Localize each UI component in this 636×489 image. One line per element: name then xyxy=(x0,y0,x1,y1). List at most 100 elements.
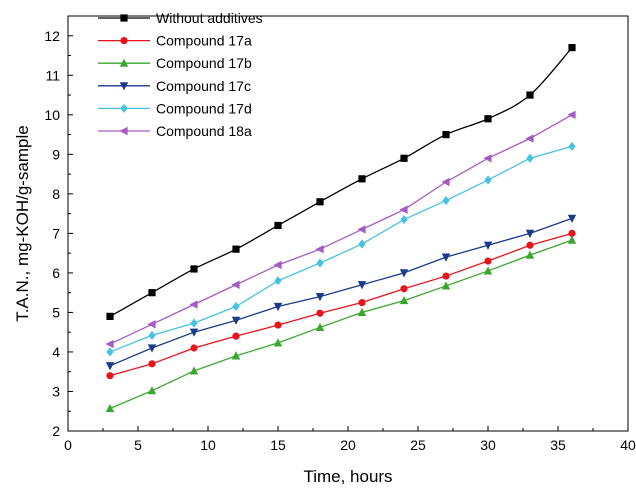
series-line xyxy=(109,232,573,377)
data-point xyxy=(442,195,450,206)
legend-label: Compound 18a xyxy=(156,123,252,139)
data-point xyxy=(274,221,282,230)
legend-marker xyxy=(119,126,128,136)
data-point xyxy=(483,154,492,163)
series-line xyxy=(109,114,573,345)
legend-marker xyxy=(119,82,129,91)
legend-marker xyxy=(119,58,129,67)
data-point xyxy=(273,260,282,270)
legend-marker xyxy=(120,37,128,45)
data-point xyxy=(399,205,408,214)
data-point xyxy=(148,360,156,368)
data-point xyxy=(106,372,114,380)
data-point xyxy=(484,115,492,123)
data-point xyxy=(484,175,492,185)
data-point xyxy=(316,309,324,317)
data-point xyxy=(190,265,198,273)
y-tick-label: 11 xyxy=(45,67,60,83)
x-axis-ticks: 0 5 10 15 20 25 30 35 40 xyxy=(64,426,636,453)
data-point xyxy=(232,332,240,340)
data-point xyxy=(568,229,576,237)
series-compound-17b xyxy=(105,235,577,413)
legend-item-without-additives: Without additives xyxy=(98,10,263,26)
y-tick-label: 8 xyxy=(52,186,60,202)
data-point xyxy=(231,316,241,325)
legend-item-compound-17b: Compound 17b xyxy=(98,55,252,71)
y-tick-label: 2 xyxy=(52,423,60,439)
legend-item-compound-18a: Compound 18a xyxy=(98,123,252,139)
series-compound-17d xyxy=(106,141,576,357)
x-tick-label: 25 xyxy=(410,437,426,453)
data-point xyxy=(525,250,535,259)
data-point xyxy=(147,344,157,353)
y-tick-label: 3 xyxy=(52,383,60,399)
data-point xyxy=(441,281,451,290)
data-point xyxy=(399,269,409,278)
data-point xyxy=(525,229,535,238)
data-point xyxy=(315,322,325,332)
legend-item-compound-17a: Compound 17a xyxy=(98,33,252,49)
data-point xyxy=(568,141,576,152)
data-point xyxy=(441,177,450,187)
x-tick-label: 15 xyxy=(270,437,286,453)
data-point xyxy=(484,257,492,265)
data-point xyxy=(274,276,282,286)
series-without-additives xyxy=(106,44,576,320)
data-point xyxy=(105,403,115,413)
series-line xyxy=(109,217,573,367)
data-point xyxy=(232,245,240,253)
x-tick-label: 30 xyxy=(480,437,496,453)
data-point xyxy=(190,318,198,328)
data-point xyxy=(148,330,156,340)
y-tick-label: 12 xyxy=(44,28,60,44)
plot-border xyxy=(67,15,629,432)
y-tick-label: 6 xyxy=(52,265,60,281)
data-point xyxy=(526,153,534,163)
data-point xyxy=(316,258,324,268)
data-point xyxy=(232,301,240,312)
series-line xyxy=(109,145,573,353)
legend-label: Compound 17b xyxy=(156,55,252,71)
legend-label: Without additives xyxy=(156,10,263,26)
legend-item-compound-17c: Compound 17c xyxy=(98,78,251,94)
data-point xyxy=(106,312,114,320)
y-tick-label: 5 xyxy=(52,304,60,320)
data-point xyxy=(231,351,241,360)
data-point xyxy=(400,154,408,162)
data-point xyxy=(399,295,409,305)
series-compound-18a xyxy=(105,110,576,349)
data-point xyxy=(483,266,493,275)
data-point xyxy=(147,320,156,329)
data-point xyxy=(567,235,577,244)
y-tick-label: 7 xyxy=(52,225,60,241)
data-point xyxy=(441,253,451,262)
series-compound-17a xyxy=(106,229,576,380)
data-point xyxy=(316,198,324,206)
x-axis-title: Time, hours xyxy=(303,467,392,486)
data-point xyxy=(567,214,577,223)
y-axis-ticks: 2 3 4 5 6 7 8 9 10 11 12 xyxy=(44,15,73,439)
legend-marker xyxy=(120,103,128,113)
data-point xyxy=(442,130,450,139)
data-point xyxy=(357,307,367,317)
legend-item-compound-17d: Compound 17d xyxy=(98,100,252,116)
data-point xyxy=(526,91,534,99)
data-point xyxy=(526,241,534,249)
plot-frame xyxy=(67,15,629,432)
x-tick-label: 20 xyxy=(340,437,356,453)
legend-marker xyxy=(120,14,128,22)
data-point xyxy=(442,272,450,280)
legend-label: Compound 17a xyxy=(156,33,252,49)
legend-label: Compound 17d xyxy=(156,100,252,116)
data-point xyxy=(358,239,366,249)
data-point xyxy=(400,285,408,293)
y-tick-label: 10 xyxy=(44,107,60,123)
data-point xyxy=(105,339,114,349)
data-point xyxy=(358,298,366,307)
data-point xyxy=(189,366,199,375)
data-point xyxy=(189,300,198,309)
data-point xyxy=(273,302,283,312)
series-layer xyxy=(105,44,577,413)
